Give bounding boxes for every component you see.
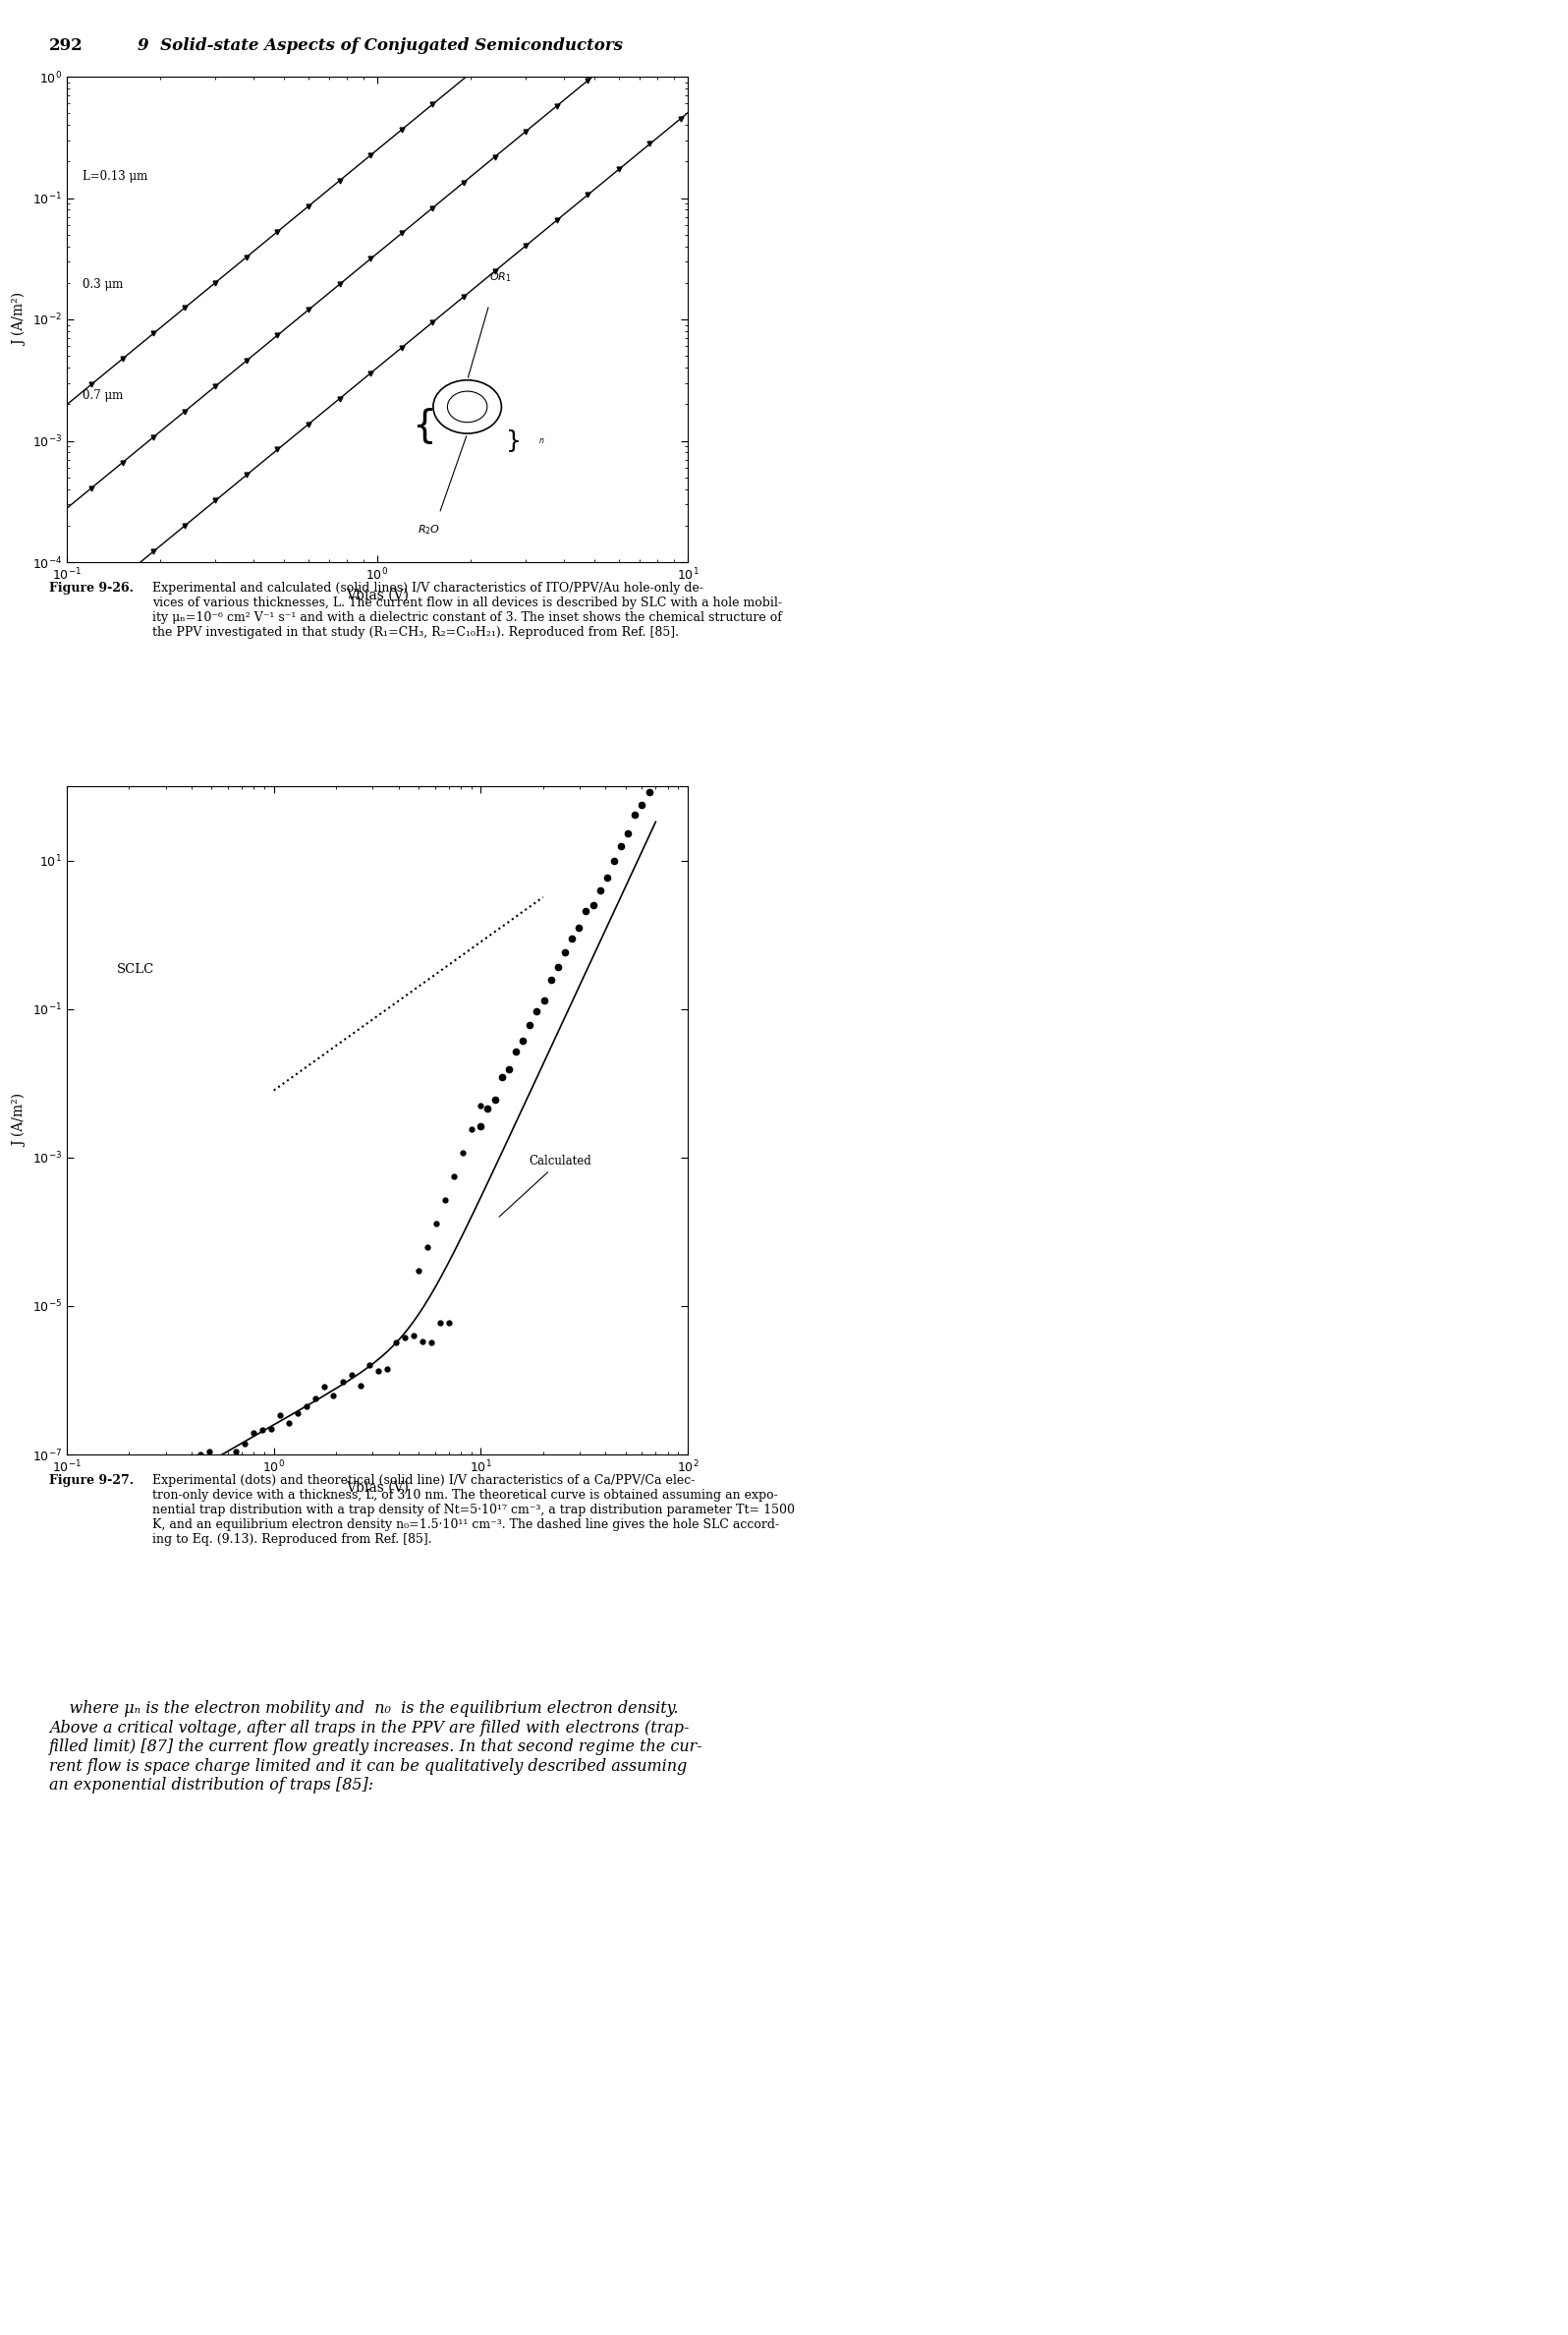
Text: Experimental (dots) and theoretical (solid line) I/V characteristics of a Ca/PPV: Experimental (dots) and theoretical (sol… <box>152 1473 795 1546</box>
Text: $R_2O$: $R_2O$ <box>417 523 441 537</box>
Text: 0.7 μm: 0.7 μm <box>82 390 122 402</box>
Text: $_n$: $_n$ <box>539 437 546 446</box>
Text: SCLC: SCLC <box>116 964 154 976</box>
Text: Figure 9-26.: Figure 9-26. <box>49 581 133 595</box>
X-axis label: Vbias (V): Vbias (V) <box>347 588 409 602</box>
Text: Calculated: Calculated <box>499 1156 591 1217</box>
Text: 292: 292 <box>49 37 83 54</box>
X-axis label: Vbias (V): Vbias (V) <box>347 1480 409 1494</box>
Text: Experimental and calculated (solid lines) I/V characteristics of ITO/PPV/Au hole: Experimental and calculated (solid lines… <box>152 581 782 640</box>
Text: Figure 9-27.: Figure 9-27. <box>49 1473 133 1487</box>
Text: $\{$: $\{$ <box>411 406 433 446</box>
Text: $\}$: $\}$ <box>505 427 519 453</box>
Text: L=0.13 μm: L=0.13 μm <box>82 170 147 182</box>
Y-axis label: J (A/m²): J (A/m²) <box>13 292 27 346</box>
Text: 9  Solid-state Aspects of Conjugated Semiconductors: 9 Solid-state Aspects of Conjugated Semi… <box>138 37 622 54</box>
Y-axis label: J (A/m²): J (A/m²) <box>13 1093 27 1146</box>
Text: 0.3 μm: 0.3 μm <box>82 278 122 292</box>
Text: $OR_1$: $OR_1$ <box>489 271 511 285</box>
Text: where μₙ is the electron mobility and  n₀  is the equilibrium electron density.
: where μₙ is the electron mobility and n₀… <box>49 1700 702 1793</box>
